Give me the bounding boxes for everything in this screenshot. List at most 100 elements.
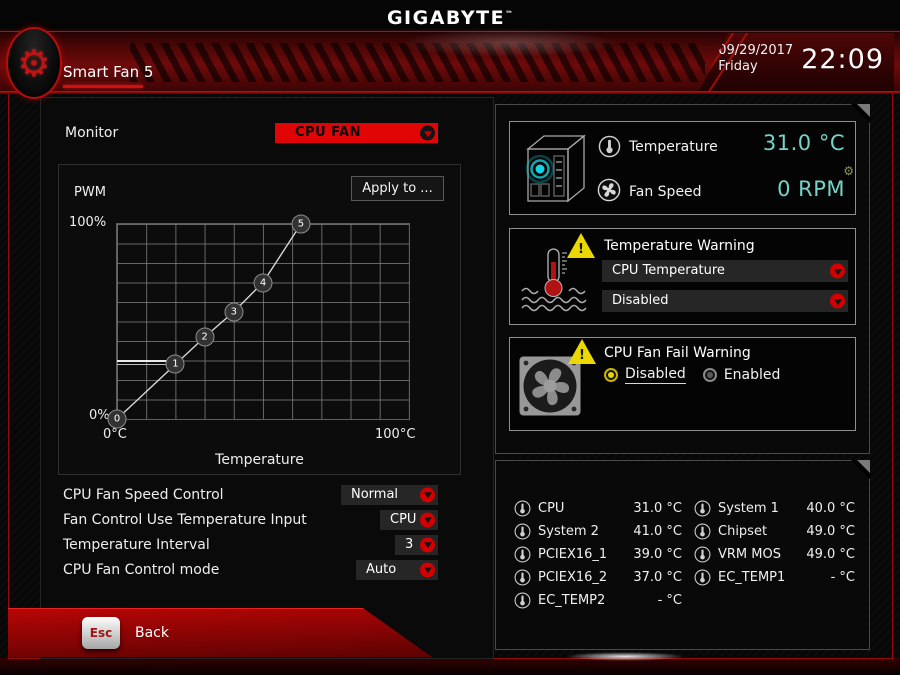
corner-notch: [851, 104, 870, 123]
curve-point-2[interactable]: 2: [195, 327, 215, 347]
monitor-dropdown[interactable]: CPU FAN: [275, 123, 438, 143]
date-text: 09/29/2017: [718, 43, 794, 58]
curve-point-5[interactable]: 5: [291, 214, 311, 234]
thermometer-icon: [598, 135, 621, 158]
fan-icon: [597, 178, 621, 202]
fan-settings-panel: Monitor CPU FAN PWM Apply to ... 100% 0%…: [40, 97, 494, 659]
monitor-value: CPU FAN: [295, 125, 361, 140]
sensor-row: System 1 40.0 °C: [694, 497, 855, 520]
thermometer-icon: [514, 500, 531, 517]
thermometer-waves-icon: [518, 243, 590, 319]
hatch-decoration: [130, 43, 705, 82]
glow-highlight: [400, 29, 620, 57]
chevron-down-icon: [420, 512, 435, 527]
monitor-label: Monitor: [65, 125, 119, 141]
tab-title: Smart Fan 5: [63, 63, 154, 81]
chevron-down-icon: [420, 125, 435, 141]
fan-speed-value: 0 RPM: [777, 177, 845, 201]
gear-icon: ⚙: [17, 41, 51, 85]
curve-point-0[interactable]: 0: [107, 409, 127, 429]
thermometer-icon: [514, 523, 531, 540]
control-row: Temperature Interval 3: [63, 532, 438, 557]
cpu-fan-speed-control-label: CPU Fan Speed Control: [63, 486, 224, 503]
fan-control-settings: CPU Fan Speed Control Normal Fan Control…: [63, 482, 438, 582]
temperature-input-label: Fan Control Use Temperature Input: [63, 511, 307, 528]
curve-point-1[interactable]: 1: [165, 354, 185, 374]
sensor-row: Chipset 49.0 °C: [694, 520, 855, 543]
sensor-row: VRM MOS 49.0 °C: [694, 543, 855, 566]
thermometer-icon: [514, 569, 531, 586]
fan-speed-label: Fan Speed: [629, 184, 702, 200]
sensor-row: PCIEX16_1 39.0 °C: [514, 543, 682, 566]
tab-smart-fan-5[interactable]: Smart Fan 5: [63, 63, 153, 88]
y-max-label: 100%: [69, 215, 107, 230]
chevron-down-icon: [830, 263, 845, 279]
temperature-interval-dropdown[interactable]: 3: [395, 534, 438, 555]
temperature-input-dropdown[interactable]: CPU: [380, 509, 438, 530]
sensor-row: EC_TEMP2 - °C: [514, 589, 682, 612]
sensor-row: System 2 41.0 °C: [514, 520, 682, 543]
chevron-down-icon: [420, 562, 435, 577]
current-pwm-level-line: [117, 360, 176, 366]
thermometer-icon: [514, 546, 531, 563]
x-min-label: 0°C: [103, 427, 127, 442]
time-text: 22:09: [801, 43, 884, 75]
sensor-column-right: System 1 40.0 °C Chipset 49.0 °C VRM MOS…: [694, 497, 855, 612]
thermometer-icon: [694, 569, 711, 586]
sensors-panel: CPU 31.0 °C System 2 41.0 °C PCIEX16_1 3…: [495, 460, 870, 650]
x-axis-title: Temperature: [215, 452, 304, 468]
cpu-fan-speed-control-dropdown[interactable]: Normal: [341, 484, 438, 505]
corner-notch: [851, 460, 870, 479]
x-max-label: 100°C: [375, 427, 416, 442]
sensor-row: EC_TEMP1 - °C: [694, 566, 855, 589]
topbar: GIGABYTE™: [0, 0, 900, 29]
curve-point-4[interactable]: 4: [253, 273, 273, 292]
chevron-down-icon: [420, 487, 435, 502]
gigabyte-logo: GIGABYTE™: [386, 7, 514, 30]
fan-curve-line: [117, 224, 301, 419]
weekday-text: Friday: [718, 59, 758, 75]
back-button[interactable]: Esc Back: [8, 608, 432, 657]
cpu-fan-control-mode-label: CPU Fan Control mode: [63, 561, 220, 578]
sensor-column-left: CPU 31.0 °C System 2 41.0 °C PCIEX16_1 3…: [514, 497, 682, 612]
sensor-row: CPU 31.0 °C: [514, 497, 682, 520]
clock-panel: 09/29/2017 Friday 22:09: [698, 33, 894, 93]
y-min-label: 0%: [89, 408, 110, 423]
curve-point-3[interactable]: 3: [224, 302, 244, 322]
tab-underline: [63, 85, 143, 88]
temperature-warning-source-dropdown[interactable]: CPU Temperature: [602, 260, 848, 282]
pwm-axis-label: PWM: [74, 185, 106, 200]
chevron-down-icon: [830, 293, 845, 309]
frame-glow: [565, 652, 685, 661]
thermometer-icon: [694, 500, 711, 517]
temperature-label: Temperature: [629, 139, 718, 155]
esc-key-icon: Esc: [82, 617, 120, 649]
radio-enabled-label[interactable]: Enabled: [723, 367, 781, 383]
temperature-interval-label: Temperature Interval: [63, 536, 210, 553]
settings-gear-emblem[interactable]: ⚙: [6, 27, 62, 99]
radio-enabled[interactable]: [702, 368, 717, 382]
thermometer-icon: [694, 523, 711, 540]
temperature-warning-mode-dropdown[interactable]: Disabled: [602, 290, 848, 312]
radio-disabled[interactable]: [604, 368, 618, 382]
sensor-grid: CPU 31.0 °C System 2 41.0 °C PCIEX16_1 3…: [514, 497, 855, 612]
thermometer-icon: [694, 546, 711, 563]
temperature-warning-box: ! Temperature Warning CPU Temperature Di…: [509, 228, 856, 325]
header-band: 09/29/2017 Friday 22:09: [0, 29, 900, 94]
pc-case-icon: [516, 130, 598, 210]
control-row: CPU Fan Control mode Auto: [63, 557, 438, 582]
radio-disabled-label[interactable]: Disabled: [625, 366, 686, 384]
fan-fail-warning-title: CPU Fan Fail Warning: [604, 345, 751, 361]
thermometer-icon: [514, 592, 531, 609]
fan-fail-warning-box: ! CPU Fan Fail Warning Disabled Enabled: [509, 337, 856, 431]
apply-to-button[interactable]: Apply to ...: [351, 176, 444, 201]
back-label: Back: [135, 625, 169, 641]
status-box: Temperature 31.0 °C Fan Speed 0 RPM ⚙: [509, 121, 856, 215]
cpu-fan-control-mode-dropdown[interactable]: Auto: [356, 559, 438, 580]
fan-settings-gear-icon[interactable]: ⚙: [843, 164, 854, 178]
chevron-down-icon: [420, 537, 435, 552]
warning-icon: !: [568, 339, 596, 364]
